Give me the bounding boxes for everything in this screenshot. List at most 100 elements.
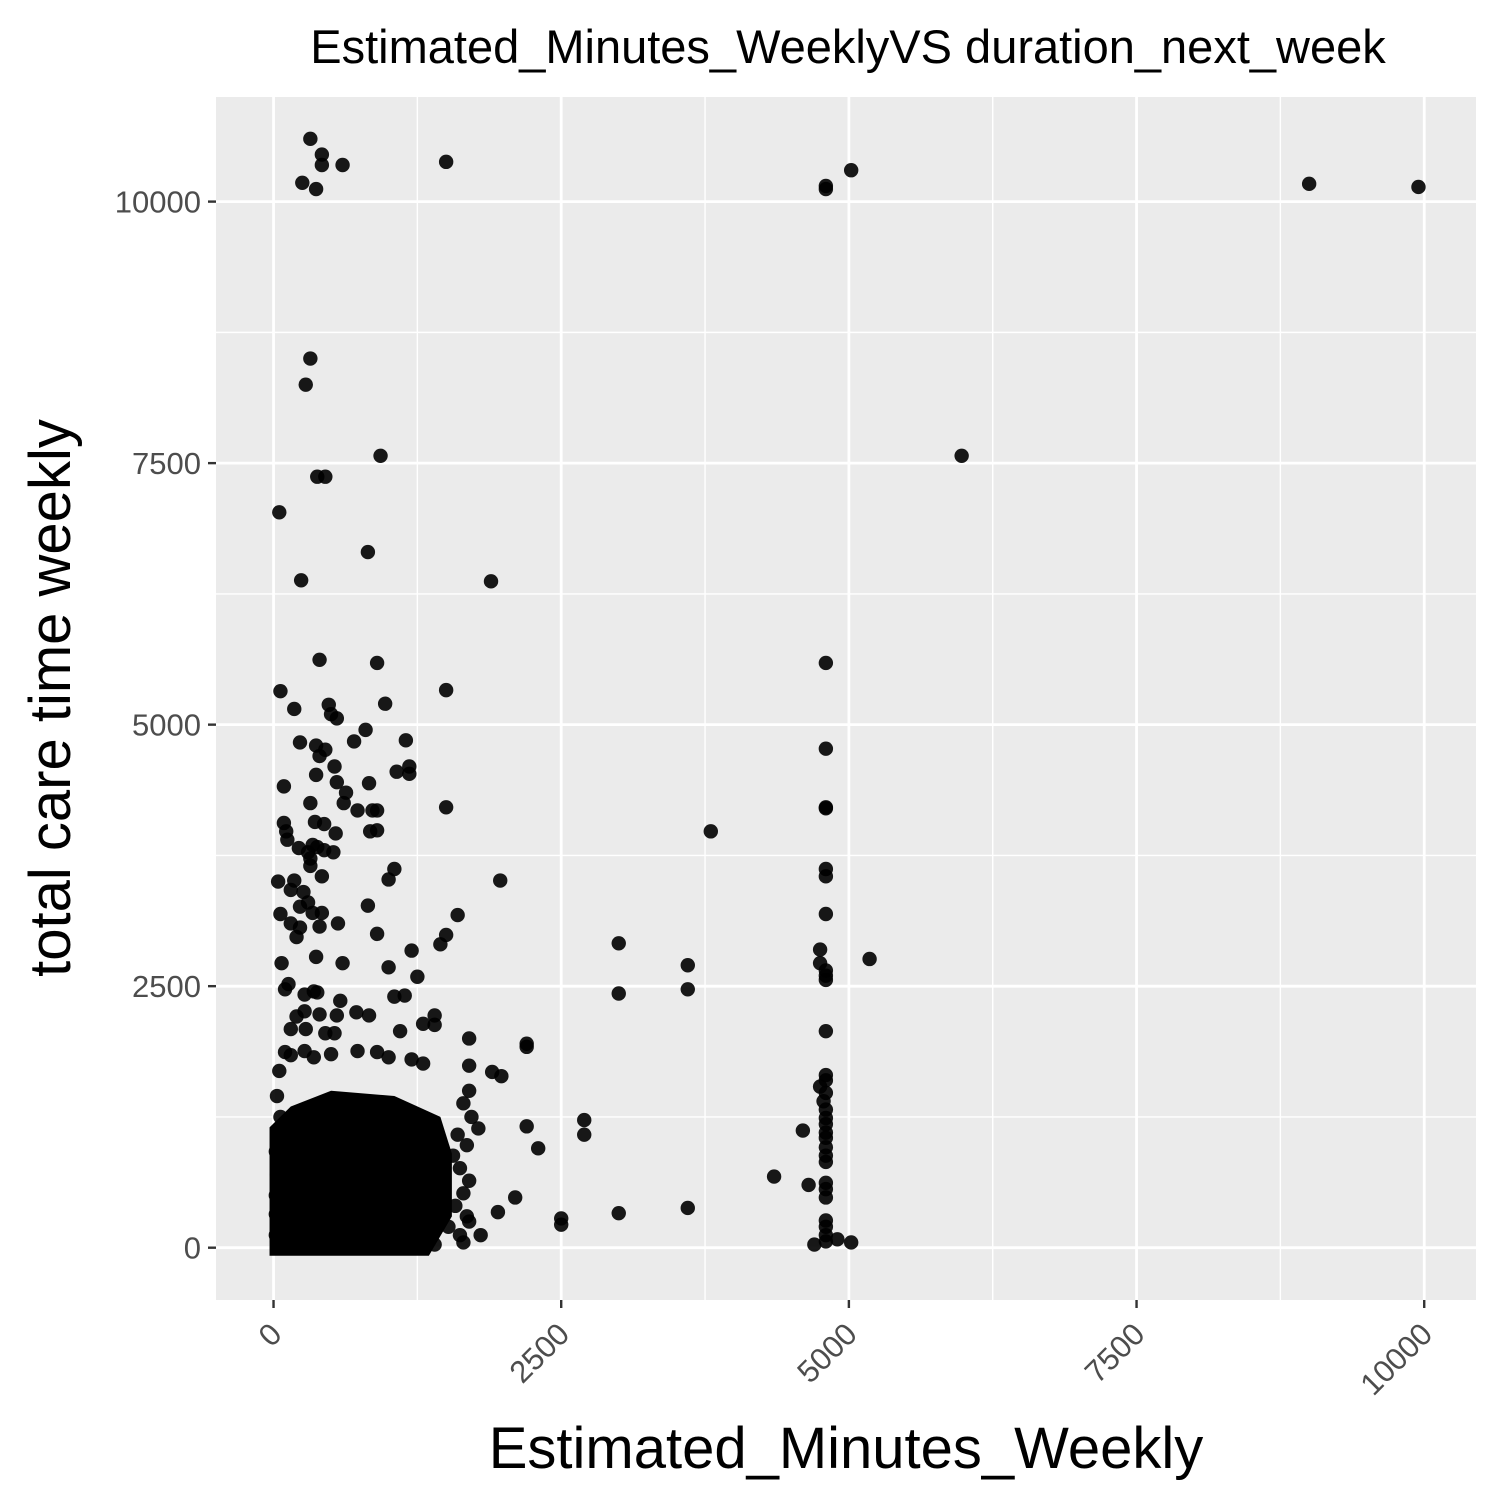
- data-point: [611, 986, 626, 1001]
- data-point: [360, 898, 376, 913]
- data-point: [312, 919, 327, 934]
- data-point: [438, 154, 454, 170]
- data-point: [283, 1048, 298, 1063]
- data-point: [328, 826, 343, 841]
- data-point: [373, 448, 388, 464]
- data-point: [415, 1056, 431, 1071]
- data-point: [361, 776, 377, 791]
- data-point: [318, 469, 333, 484]
- data-point: [818, 741, 834, 756]
- data-point: [303, 858, 318, 874]
- data-point: [795, 1123, 811, 1138]
- data-point: [519, 1039, 534, 1055]
- data-point: [308, 949, 324, 965]
- data-point: [272, 505, 287, 520]
- data-point: [369, 803, 385, 818]
- data-point: [766, 1169, 782, 1184]
- data-point: [397, 988, 412, 1003]
- data-point: [818, 1023, 834, 1039]
- data-point: [298, 377, 313, 392]
- data-point: [448, 1198, 463, 1214]
- data-point: [308, 767, 324, 783]
- data-point: [441, 1219, 456, 1234]
- y-tick-label: 5000: [132, 708, 201, 743]
- data-point: [818, 655, 834, 671]
- minor-gridlines: [216, 97, 1476, 1300]
- data-point: [350, 1043, 365, 1059]
- data-point: [554, 1217, 569, 1232]
- data-point: [329, 711, 345, 726]
- data-point: [843, 163, 859, 178]
- data-point: [830, 1232, 845, 1247]
- data-point: [306, 1050, 322, 1065]
- chart-title: Estimated_Minutes_WeeklyVS duration_next…: [310, 20, 1386, 73]
- data-point: [530, 1141, 546, 1156]
- data-point: [298, 1021, 313, 1037]
- data-point: [438, 682, 454, 698]
- data-point: [459, 1209, 475, 1224]
- data-point: [303, 351, 318, 366]
- data-point: [389, 764, 404, 779]
- data-point: [333, 993, 348, 1009]
- data-point: [280, 832, 295, 847]
- data-point: [954, 448, 969, 464]
- data-point: [577, 1112, 592, 1128]
- data-point: [327, 1026, 342, 1041]
- data-point: [461, 1058, 477, 1073]
- data-point: [326, 845, 341, 860]
- data-point: [680, 1200, 695, 1216]
- data-point: [295, 175, 310, 190]
- data-point: [438, 927, 454, 943]
- data-point: [680, 958, 695, 973]
- data-point: [404, 1052, 419, 1067]
- data-point: [507, 1190, 523, 1205]
- data-point: [461, 1173, 477, 1188]
- plot-panel: [216, 97, 1476, 1300]
- data-point: [452, 1227, 468, 1243]
- data-point: [801, 1177, 816, 1193]
- y-tick-label: 2500: [132, 969, 201, 1004]
- dense-cluster-mass: [269, 1090, 452, 1256]
- data-point: [323, 1046, 339, 1062]
- data-point: [459, 1137, 475, 1153]
- data-point: [464, 1109, 479, 1125]
- data-point: [283, 882, 298, 898]
- data-point: [308, 181, 324, 197]
- data-point: [327, 759, 342, 774]
- data-point: [360, 544, 376, 560]
- data-point: [346, 734, 362, 749]
- data-point: [387, 989, 402, 1004]
- data-point: [818, 1154, 834, 1170]
- x-tick-label: 5000: [790, 1316, 864, 1390]
- data-point: [404, 943, 419, 958]
- data-point: [350, 803, 365, 818]
- data-point: [818, 1234, 834, 1249]
- data-point: [818, 178, 834, 194]
- data-point: [312, 1007, 327, 1022]
- data-point: [274, 955, 289, 971]
- data-point: [1301, 176, 1317, 192]
- data-point: [314, 905, 330, 921]
- data-point: [276, 779, 292, 794]
- data-point: [303, 795, 318, 811]
- data-point: [329, 774, 345, 790]
- data-point: [473, 1227, 488, 1243]
- data-point: [381, 960, 396, 975]
- data-point: [577, 1127, 592, 1142]
- data-point: [452, 1160, 468, 1176]
- data-point: [402, 766, 417, 782]
- data-point: [312, 652, 327, 667]
- data-point: [287, 701, 302, 717]
- y-tick-label: 0: [184, 1231, 201, 1266]
- data-point: [812, 942, 828, 957]
- data-point: [293, 573, 309, 588]
- x-axis-title: Estimated_Minutes_Weekly: [489, 1416, 1204, 1481]
- data-point: [369, 655, 385, 671]
- data-point: [493, 873, 508, 888]
- data-point: [292, 735, 308, 750]
- data-point: [358, 722, 373, 738]
- data-point: [270, 1215, 286, 1230]
- data-point: [392, 1023, 408, 1039]
- data-point: [381, 1050, 396, 1065]
- data-point: [316, 816, 332, 832]
